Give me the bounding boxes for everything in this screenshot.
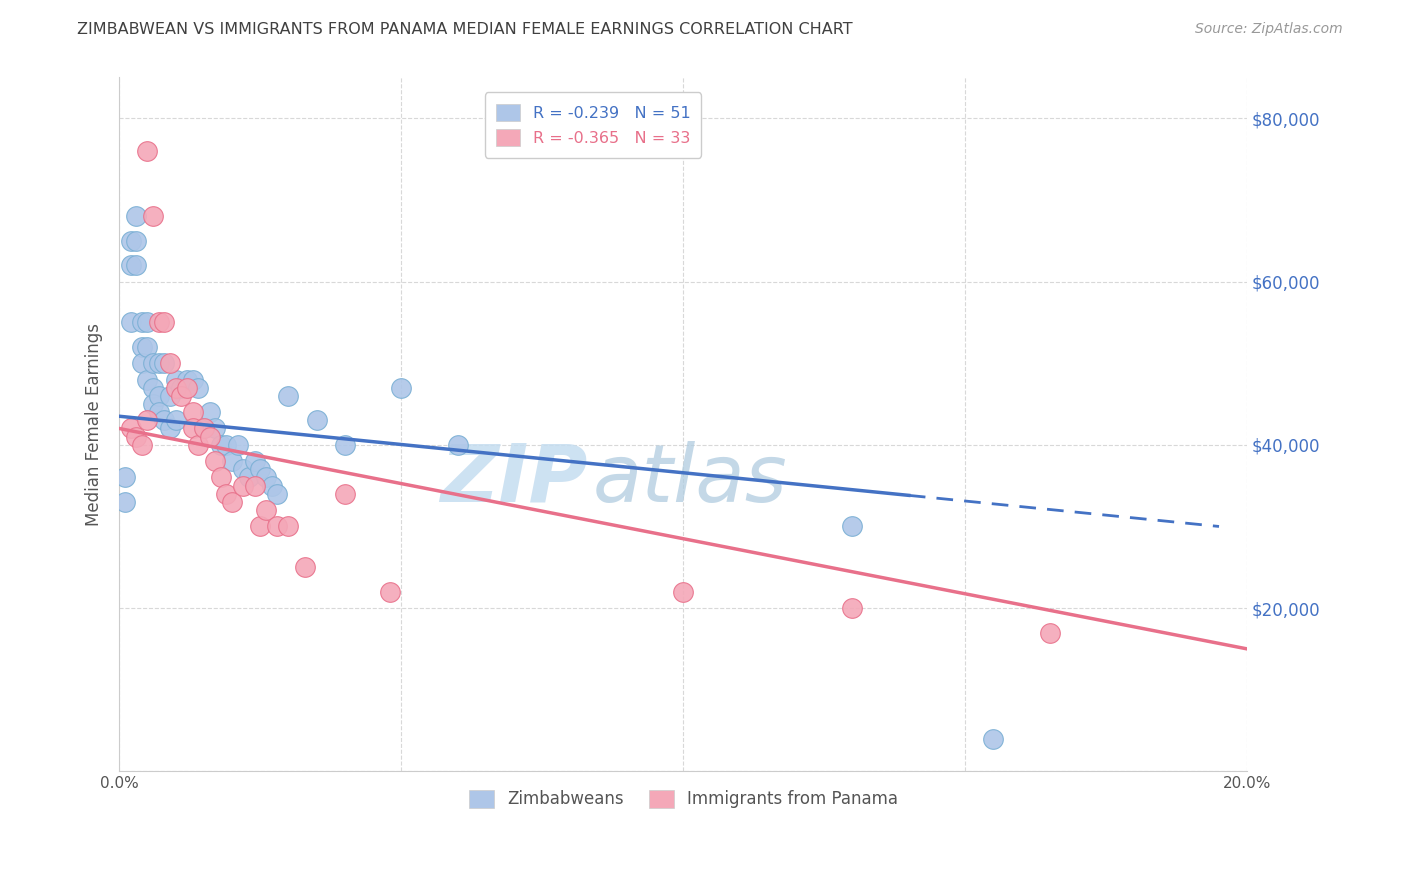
Point [266, 519, 288, 533]
Point [1039, 625, 1062, 640]
Point [125, 430, 148, 444]
Point [120, 234, 142, 248]
Point [136, 372, 159, 386]
Point [333, 438, 356, 452]
Point [159, 356, 181, 370]
Point [187, 381, 209, 395]
Point [221, 454, 243, 468]
Point [136, 315, 159, 329]
Point [131, 438, 153, 452]
Point [148, 389, 170, 403]
Text: Source: ZipAtlas.com: Source: ZipAtlas.com [1195, 22, 1343, 37]
Point [215, 438, 238, 452]
Point [114, 495, 136, 509]
Point [232, 478, 254, 492]
Point [389, 381, 412, 395]
Point [305, 413, 328, 427]
Point [165, 372, 187, 386]
Point [125, 258, 148, 272]
Point [333, 487, 356, 501]
Point [266, 487, 288, 501]
Point [136, 413, 159, 427]
Point [181, 421, 204, 435]
Point [226, 438, 249, 452]
Point [159, 389, 181, 403]
Point [983, 731, 1005, 746]
Point [193, 421, 215, 435]
Point [215, 487, 238, 501]
Point [193, 421, 215, 435]
Point [170, 389, 193, 403]
Point [148, 405, 170, 419]
Point [136, 340, 159, 354]
Point [153, 413, 176, 427]
Point [181, 405, 204, 419]
Point [120, 315, 142, 329]
Point [447, 438, 470, 452]
Point [120, 421, 142, 435]
Point [209, 438, 232, 452]
Text: atlas: atlas [593, 441, 787, 519]
Point [221, 495, 243, 509]
Point [176, 372, 198, 386]
Point [148, 315, 170, 329]
Point [165, 381, 187, 395]
Point [277, 389, 299, 403]
Point [841, 519, 863, 533]
Point [131, 340, 153, 354]
Point [114, 470, 136, 484]
Point [142, 397, 165, 411]
Text: ZIP: ZIP [440, 441, 588, 519]
Point [260, 478, 283, 492]
Point [159, 421, 181, 435]
Point [176, 381, 198, 395]
Point [136, 144, 159, 158]
Point [187, 438, 209, 452]
Point [254, 470, 277, 484]
Point [153, 356, 176, 370]
Point [142, 209, 165, 223]
Point [232, 462, 254, 476]
Point [125, 234, 148, 248]
Point [243, 454, 266, 468]
Point [142, 356, 165, 370]
Point [238, 470, 260, 484]
Point [204, 421, 226, 435]
Point [131, 315, 153, 329]
Point [249, 462, 271, 476]
Point [148, 356, 170, 370]
Text: ZIMBABWEAN VS IMMIGRANTS FROM PANAMA MEDIAN FEMALE EARNINGS CORRELATION CHART: ZIMBABWEAN VS IMMIGRANTS FROM PANAMA MED… [77, 22, 853, 37]
Point [294, 560, 316, 574]
Point [841, 601, 863, 615]
Point [243, 478, 266, 492]
Point [277, 519, 299, 533]
Y-axis label: Median Female Earnings: Median Female Earnings [86, 323, 103, 526]
Point [170, 381, 193, 395]
Point [153, 315, 176, 329]
Point [120, 258, 142, 272]
Point [378, 584, 401, 599]
Legend: Zimbabweans, Immigrants from Panama: Zimbabweans, Immigrants from Panama [463, 783, 904, 815]
Point [198, 430, 221, 444]
Point [249, 519, 271, 533]
Point [672, 584, 695, 599]
Point [254, 503, 277, 517]
Point [125, 209, 148, 223]
Point [204, 454, 226, 468]
Point [142, 381, 165, 395]
Point [198, 405, 221, 419]
Point [209, 470, 232, 484]
Point [131, 356, 153, 370]
Point [165, 413, 187, 427]
Point [181, 372, 204, 386]
